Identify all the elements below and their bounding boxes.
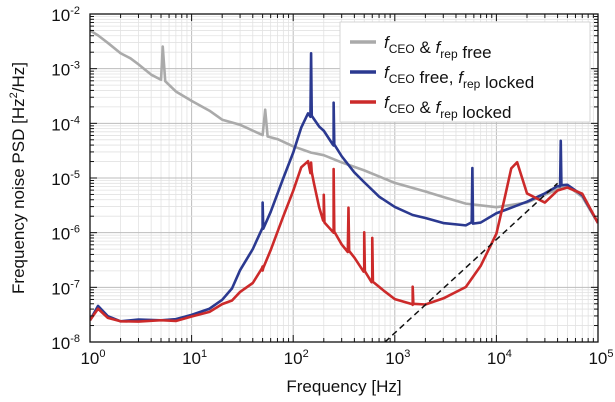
legend-label: fCEO & frep free bbox=[384, 33, 492, 62]
x-tick-label: 101 bbox=[182, 348, 207, 368]
reference-dashed-line bbox=[384, 182, 559, 342]
y-tick-label: 10-5 bbox=[51, 169, 80, 189]
legend-label: fCEO free, frep locked bbox=[384, 63, 534, 92]
y-axis-title: Frequency noise PSD [Hz2/Hz] bbox=[8, 62, 28, 294]
x-tick-label: 104 bbox=[487, 348, 512, 368]
series-both-free bbox=[90, 29, 598, 224]
y-tick-label: 10-8 bbox=[51, 333, 80, 353]
x-tick-label: 103 bbox=[385, 348, 410, 368]
tick-labels: 100 101 102 103 104 105 10-8 10-7 10-6 10-5 10-4 10… bbox=[51, 5, 613, 368]
x-tick-label: 100 bbox=[80, 348, 105, 368]
plot-area bbox=[90, 29, 598, 342]
series-ceo-free-rep-locked bbox=[90, 51, 598, 323]
y-tick-label: 10-7 bbox=[51, 278, 80, 298]
ticks bbox=[89, 14, 598, 343]
legend-label: fCEO & frep locked bbox=[384, 93, 512, 122]
x-axis-title: Frequency [Hz] bbox=[286, 377, 401, 396]
y-tick-label: 10-2 bbox=[51, 5, 80, 25]
y-tick-label: 10-4 bbox=[51, 114, 80, 134]
series-group bbox=[90, 29, 598, 342]
series-both-locked bbox=[90, 159, 598, 323]
y-tick-label: 10-6 bbox=[51, 224, 80, 244]
x-tick-label: 105 bbox=[588, 348, 613, 368]
legend-box bbox=[339, 21, 591, 123]
y-tick-label: 10-3 bbox=[51, 60, 80, 80]
x-tick-label: 102 bbox=[284, 348, 309, 368]
